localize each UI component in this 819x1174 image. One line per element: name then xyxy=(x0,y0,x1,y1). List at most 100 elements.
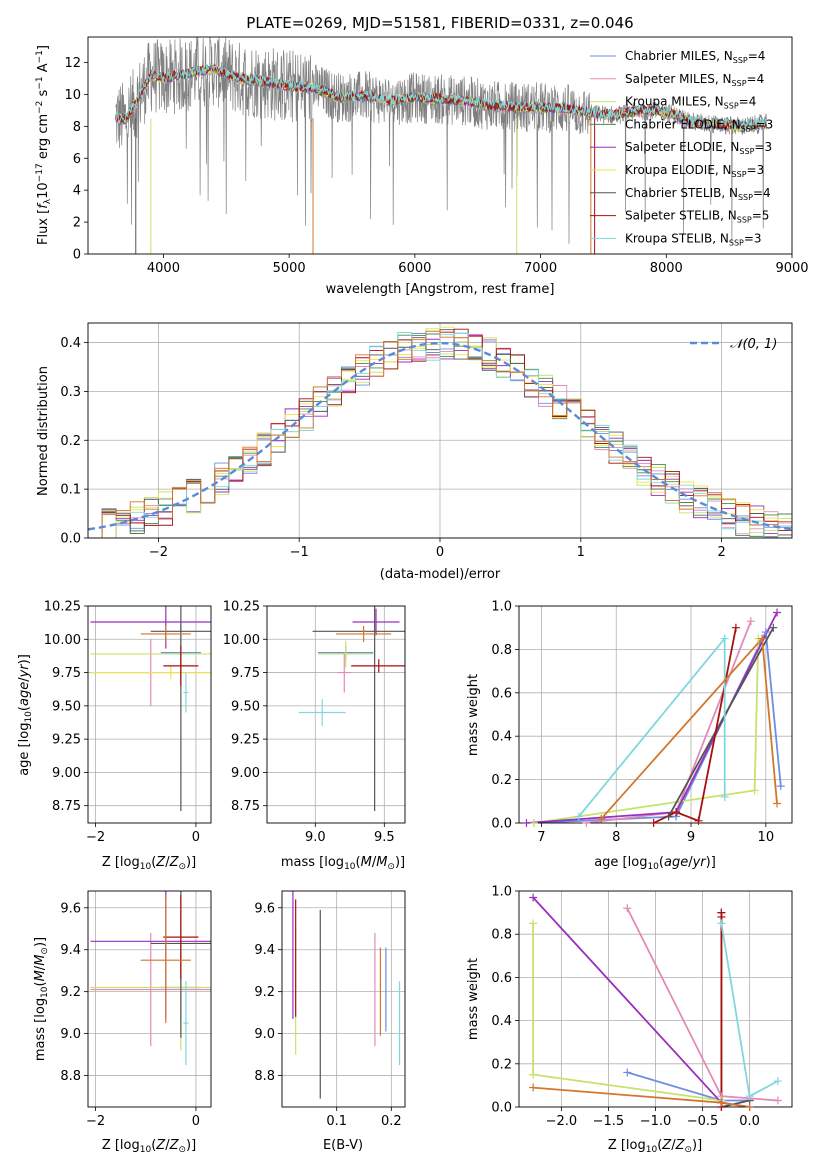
y-tick-label: 9.00 xyxy=(52,766,81,781)
series-line-1 xyxy=(586,620,752,823)
panel-residuals: −2 −1 0 1 2 0.0 0.1 0.2 0.3 0.4 𝒩(0, 1) (data-model… xyxy=(36,322,793,582)
legend-label: 𝒩(0, 1) xyxy=(730,337,777,352)
y-tick-label: 0.3 xyxy=(60,385,81,400)
y-tick-label: 8 xyxy=(73,120,81,135)
series-marker xyxy=(672,808,681,817)
x-tick-label: 9000 xyxy=(775,261,808,276)
series-marker xyxy=(529,1083,538,1092)
y-tick-label: 0.0 xyxy=(491,1101,512,1116)
x-axis-label: mass [log10(M/M⊙)] xyxy=(281,855,405,872)
spectrum-model-8 xyxy=(115,62,768,131)
series-marker xyxy=(664,812,673,821)
x-tick-label: 0.1 xyxy=(326,1114,347,1129)
y-tick-label: 10 xyxy=(64,88,81,103)
legend-label: Salpeter MILES, NSSP=4 xyxy=(625,72,764,88)
axes-frame xyxy=(87,605,212,824)
y-tick-label: 10.25 xyxy=(223,600,260,615)
y-axis-label: mass weight xyxy=(466,674,481,756)
series-line-0 xyxy=(533,628,782,823)
panel-mass-vs-Z: −2 0 8.8 9.0 9.2 9.4 9.6 Z [log10(Z/Z⊙)] mass [l… xyxy=(33,890,212,1155)
x-tick-label: 7 xyxy=(537,830,545,845)
x-tick-label: 0.0 xyxy=(739,1114,760,1129)
x-tick-label: 5000 xyxy=(273,261,306,276)
y-tick-label: 9.0 xyxy=(254,1027,275,1042)
x-axis-label: Z [log10(Z/Z⊙)] xyxy=(608,1138,702,1155)
series-marker xyxy=(745,1092,754,1101)
x-tick-label: −0.5 xyxy=(687,1114,719,1129)
series-marker xyxy=(717,1098,726,1107)
axes-frame xyxy=(87,322,793,539)
x-tick-label: −1.5 xyxy=(593,1114,625,1129)
x-tick-label: 2 xyxy=(717,545,725,560)
axes-frame xyxy=(281,890,406,1108)
series-marker xyxy=(745,1103,754,1111)
plot-area-mass-vs-EBV xyxy=(282,891,405,1107)
y-axis-label: Flux [fλ10−17 erg cm−2 s−1 A−1] xyxy=(35,45,53,245)
plot-area-residuals xyxy=(88,323,792,538)
y-tick-label: 9.25 xyxy=(231,733,260,748)
y-axis-label: mass [log10(M/M⊙)] xyxy=(33,937,50,1061)
legend-label: Salpeter STELIB, NSSP=5 xyxy=(625,209,769,225)
plot-area-age-vs-Z xyxy=(88,606,211,823)
series-marker xyxy=(758,634,767,643)
y-tick-label: 0.8 xyxy=(491,928,512,943)
series-marker xyxy=(720,634,729,643)
legend-label: Chabrier ELODIE, NSSP=3 xyxy=(625,117,773,133)
y-tick-label: 10.00 xyxy=(44,633,81,648)
y-tick-label: 9.6 xyxy=(60,901,81,916)
series-marker xyxy=(522,819,531,827)
x-tick-label: −2 xyxy=(149,545,168,560)
series-marker xyxy=(773,608,782,617)
x-tick-label: 9 xyxy=(687,830,695,845)
panel-mass-vs-EBV: 0.1 0.2 8.8 9.0 9.2 9.4 9.6 E(B-V) xyxy=(254,890,406,1153)
y-tick-label: 9.50 xyxy=(52,699,81,714)
axes-frame xyxy=(87,890,212,1108)
series-marker xyxy=(746,617,755,626)
x-tick-label: 10 xyxy=(758,830,775,845)
series-marker xyxy=(623,1068,632,1077)
x-axis-label: Z [log10(Z/Z⊙)] xyxy=(102,1138,196,1155)
series-marker xyxy=(720,792,729,801)
y-tick-label: 6 xyxy=(73,152,81,167)
series-line-4 xyxy=(667,627,775,817)
series-marker xyxy=(761,628,770,637)
series-marker xyxy=(731,623,740,632)
y-tick-label: 0.0 xyxy=(491,817,512,832)
plot-area-mass-vs-Z xyxy=(88,891,211,1107)
series-line-2 xyxy=(533,638,760,823)
y-tick-label: 1.0 xyxy=(491,600,512,615)
y-tick-label: 0 xyxy=(73,248,81,263)
x-tick-label: −1.0 xyxy=(640,1114,672,1129)
x-tick-label: 0.2 xyxy=(381,1114,402,1129)
series-marker xyxy=(773,799,782,808)
y-tick-label: 10.25 xyxy=(44,600,81,615)
y-tick-label: 0.1 xyxy=(60,483,81,498)
legend-label: Kroupa MILES, NSSP=4 xyxy=(625,95,756,111)
series-line-6 xyxy=(578,635,726,818)
axes-frame xyxy=(266,605,406,824)
y-tick-label: 0.4 xyxy=(60,336,81,351)
x-tick-label: 9.0 xyxy=(305,830,326,845)
plot-area-age-vs-mass xyxy=(267,606,405,823)
y-tick-label: 9.25 xyxy=(52,733,81,748)
y-tick-label: 0.0 xyxy=(60,532,81,547)
y-tick-label: 10.00 xyxy=(223,633,260,648)
series-marker xyxy=(529,893,538,902)
series-marker xyxy=(649,819,658,827)
legend-label: Kroupa STELIB, NSSP=3 xyxy=(625,231,762,247)
y-tick-label: 8.8 xyxy=(60,1069,81,1084)
y-tick-label: 0.4 xyxy=(491,1014,512,1029)
y-tick-label: 8.75 xyxy=(52,799,81,814)
y-tick-label: 1.0 xyxy=(491,885,512,900)
y-tick-label: 8.8 xyxy=(254,1069,275,1084)
series-line-3 xyxy=(532,896,750,1107)
y-tick-label: 0.8 xyxy=(491,643,512,658)
x-tick-label: −2 xyxy=(86,830,105,845)
panel-spectrum: 4000 5000 6000 7000 8000 9000 0 2 4 6 8 10 12 Chabrie… xyxy=(35,36,809,297)
x-tick-label: −2 xyxy=(86,1114,105,1129)
series-line-3 xyxy=(526,612,778,823)
legend-label: Kroupa ELODIE, NSSP=3 xyxy=(625,163,764,179)
y-tick-label: 0.2 xyxy=(60,434,81,449)
x-tick-label: 6000 xyxy=(398,261,431,276)
x-tick-label: 0 xyxy=(192,830,200,845)
